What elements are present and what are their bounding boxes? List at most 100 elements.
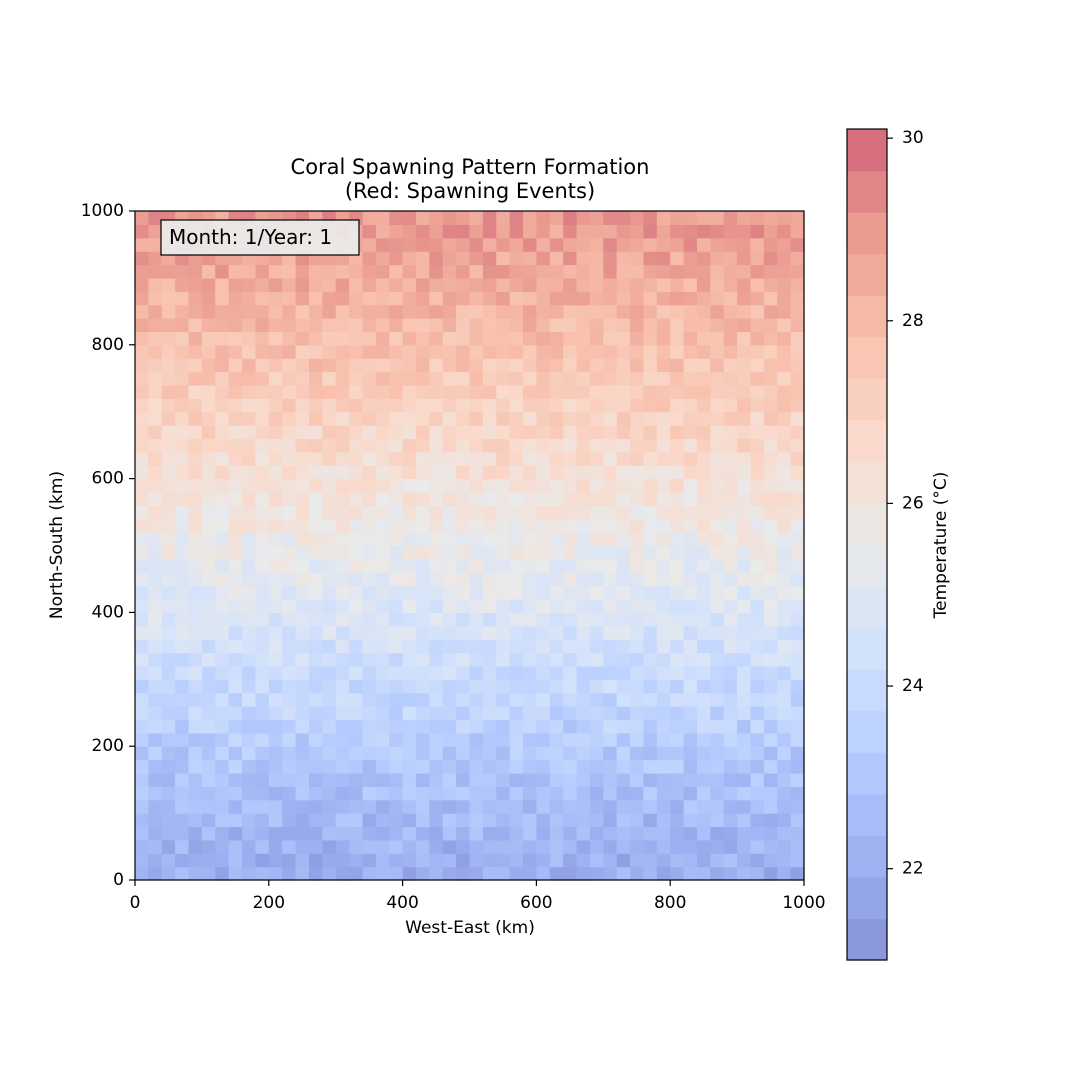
heatmap-cell [536,291,551,306]
heatmap-cell [349,451,364,466]
heatmap-cell [389,665,404,680]
heatmap-cell [589,211,604,225]
heatmap-cell [429,384,444,399]
heatmap-cell [188,639,203,654]
heatmap-cell [482,304,497,319]
heatmap-cell [603,839,618,854]
heatmap-cell [549,572,564,587]
heatmap-cell [737,264,752,279]
heatmap-cell [656,465,671,480]
heatmap-cell [536,799,551,814]
heatmap-cell [175,451,190,466]
heatmap-cell [442,853,457,868]
heatmap-cell [161,799,176,814]
heatmap-cell [322,518,337,533]
heatmap-cell [683,237,698,252]
heatmap-cell [777,786,792,801]
heatmap-cell [737,612,752,627]
heatmap-cell [563,411,578,426]
heatmap-cell [710,211,725,225]
heatmap-cell [643,398,658,413]
colorbar-band [847,793,887,836]
heatmap-cell [295,318,310,333]
heatmap-cell [549,585,564,600]
heatmap-cell [683,451,698,466]
heatmap-cell [255,384,270,399]
heatmap-cell [589,746,604,761]
heatmap-cell [135,304,149,319]
colorbar-tick-label: 26 [902,493,924,513]
heatmap-cell [255,518,270,533]
heatmap-cell [576,679,591,694]
heatmap-cell [349,746,364,761]
heatmap-cell [375,331,390,346]
heatmap-cell [429,344,444,359]
heatmap-cell [282,732,297,747]
heatmap-cell [429,759,444,774]
heatmap-cell [175,665,190,680]
heatmap-cell [763,866,778,881]
heatmap-cell [322,491,337,506]
heatmap-cell [750,465,765,480]
heatmap-cell [777,612,792,627]
heatmap-cell [201,438,216,453]
heatmap-cell [603,679,618,694]
colorbar-band [847,170,887,213]
heatmap-cell [790,371,805,386]
heatmap-cell [616,291,631,306]
colorbar-tick-label: 24 [902,676,924,696]
heatmap-cell [696,291,711,306]
heatmap-cell [696,746,711,761]
heatmap-cell [536,438,551,453]
heatmap-cell [175,518,190,533]
heatmap-cell [429,438,444,453]
heatmap-cell [496,692,511,707]
heatmap-cell [322,264,337,279]
heatmap-cell [255,612,270,627]
heatmap-cell [255,358,270,373]
heatmap-cell [188,692,203,707]
heatmap-cell [215,277,230,292]
heatmap-cell [790,224,805,239]
heatmap-cell [589,384,604,399]
heatmap-cell [322,277,337,292]
heatmap-cell [696,331,711,346]
heatmap-cell [349,478,364,493]
heatmap-cell [415,451,430,466]
heatmap-cell [723,264,738,279]
heatmap-cell [402,612,417,627]
heatmap-cell [135,853,149,868]
heatmap-cell [589,545,604,560]
heatmap-cell [737,625,752,640]
heatmap-cell [389,491,404,506]
heatmap-cell [456,237,471,252]
heatmap-cell [402,599,417,613]
heatmap-cell [335,398,350,413]
heatmap-cell [161,277,176,292]
heatmap-cell [523,398,537,413]
heatmap-cell [496,237,511,252]
heatmap-cell [362,291,377,306]
heatmap-cell [643,558,658,573]
heatmap-cell [589,652,604,667]
heatmap-cell [456,398,471,413]
heatmap-cell [429,866,444,881]
heatmap-cell [763,706,778,721]
heatmap-cell [242,478,257,493]
heatmap-cell [523,706,537,721]
heatmap-cell [161,344,176,359]
heatmap-cell [175,839,190,854]
heatmap-cell [415,545,430,560]
heatmap-cell [790,411,805,426]
heatmap-cell [402,518,417,533]
heatmap-cell [656,866,671,881]
heatmap-cell [188,264,203,279]
heatmap-cell [750,358,765,373]
heatmap-cell [603,545,618,560]
heatmap-cell [670,839,685,854]
heatmap-cell [523,304,537,319]
heatmap-cell [750,331,765,346]
heatmap-cell [523,224,537,239]
heatmap-cell [630,706,645,721]
heatmap-cell [509,572,524,587]
